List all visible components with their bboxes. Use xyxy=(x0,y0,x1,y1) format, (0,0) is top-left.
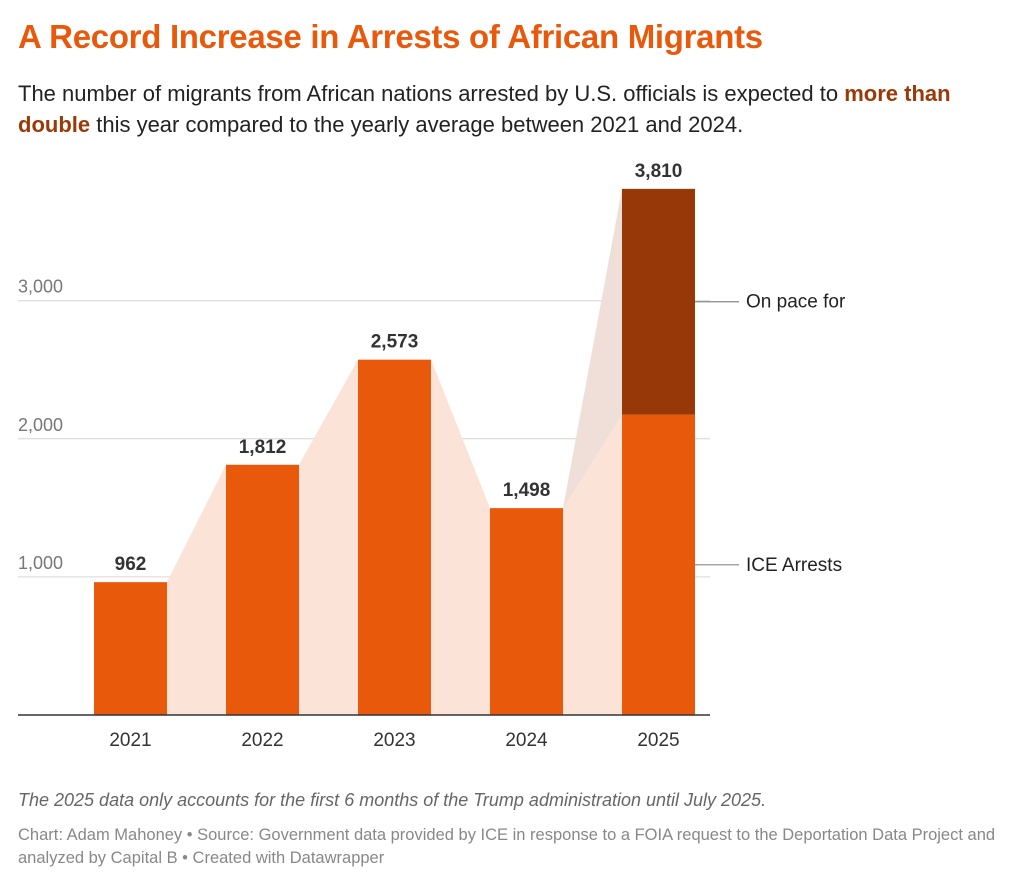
x-tick-label: 2024 xyxy=(505,730,548,751)
y-tick-label: 3,000 xyxy=(18,277,63,297)
bar-ice-arrests xyxy=(490,508,563,715)
subtitle-text: The number of migrants from African nati… xyxy=(18,81,845,106)
x-tick-label: 2023 xyxy=(373,730,415,751)
source-credit: Chart: Adam Mahoney • Source: Government… xyxy=(18,826,996,867)
subtitle-text-end: this year compared to the yearly average… xyxy=(90,112,744,137)
bar-ice-arrests xyxy=(358,359,431,715)
connector-area xyxy=(167,464,226,715)
y-tick-label: 2,000 xyxy=(18,415,63,435)
data-label: 2,573 xyxy=(371,332,419,353)
bar-ice-arrests xyxy=(226,464,299,715)
legend-label-on-pace-for: On pace for xyxy=(746,292,846,313)
subtitle-highlight: more than double xyxy=(18,81,951,137)
chart-title: A Record Increase in Arrests of African … xyxy=(18,18,763,55)
bar-ice-arrests xyxy=(622,414,695,715)
chart-subtitle: The number of migrants from African nati… xyxy=(18,78,1018,140)
bar-ice-arrests xyxy=(94,582,167,715)
data-label: 962 xyxy=(115,554,147,575)
connector-area xyxy=(563,414,622,715)
legend-label-ice-arrests: ICE Arrests xyxy=(746,555,842,576)
x-tick-label: 2021 xyxy=(109,730,151,751)
data-label: 3,810 xyxy=(635,161,683,182)
x-tick-label: 2022 xyxy=(241,730,283,751)
connector-area xyxy=(299,359,358,715)
data-label: 1,498 xyxy=(503,480,551,501)
x-tick-label: 2025 xyxy=(637,730,679,751)
bar-on-pace-for xyxy=(622,188,695,415)
y-tick-label: 1,000 xyxy=(18,553,63,573)
footnote: The 2025 data only accounts for the firs… xyxy=(18,790,767,810)
connector-area xyxy=(431,359,490,715)
data-label: 1,812 xyxy=(239,437,287,458)
